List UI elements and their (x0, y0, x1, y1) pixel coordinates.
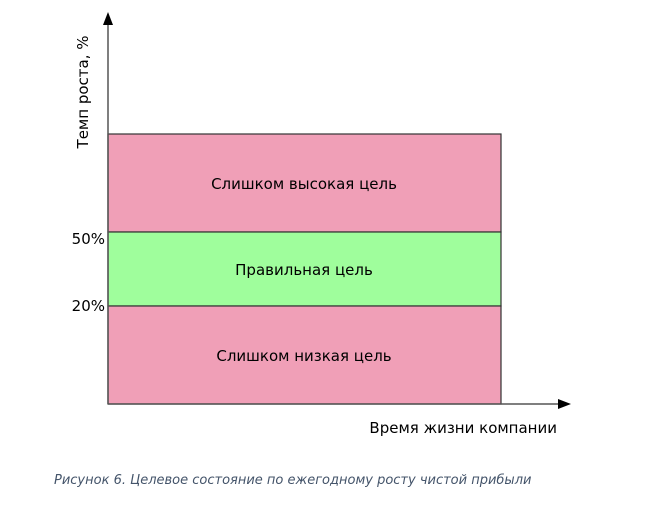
zone-label-too-high: Слишком высокая цель (211, 175, 397, 193)
figure-caption: Рисунок 6. Целевое состояние по ежегодно… (54, 473, 531, 488)
y-axis-arrow-icon (103, 12, 113, 25)
threshold-50: 50% (72, 230, 105, 248)
zone-too-low (107, 305, 502, 405)
x-axis-label: Время жизни компании (369, 419, 557, 437)
zone-label-too-low: Слишком низкая цель (216, 347, 391, 365)
threshold-20: 20% (72, 297, 105, 315)
zone-too-high (107, 133, 502, 233)
zone-label-correct: Правильная цель (235, 261, 373, 279)
x-axis-arrow-icon (558, 399, 571, 409)
y-axis-label: Темп роста, % (74, 36, 92, 150)
zone-correct (107, 231, 502, 307)
